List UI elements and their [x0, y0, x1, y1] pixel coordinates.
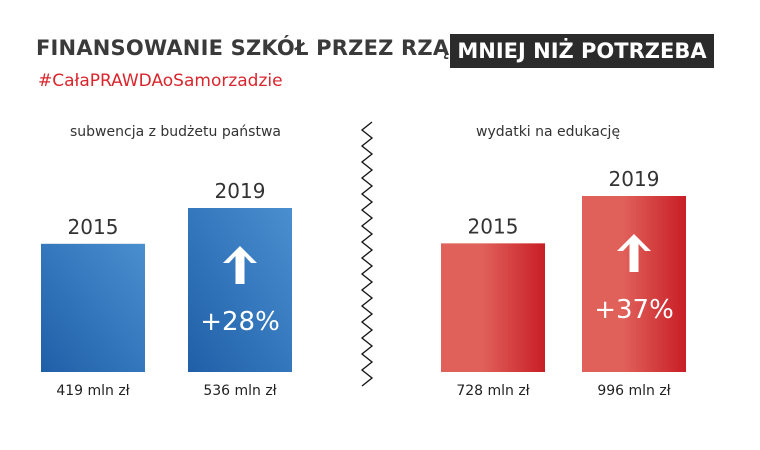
year-label: 2015 [68, 215, 119, 239]
page-title: FINANSOWANIE SZKÓŁ PRZEZ RZĄD [36, 36, 467, 60]
value-label: 996 mln zł [597, 383, 670, 399]
year-label: 2015 [468, 214, 519, 238]
bar-0-2019 [188, 208, 292, 372]
bar-0-2015 [41, 243, 145, 372]
panel-title-subsidy: subwencja z budżetu państwa [70, 124, 281, 140]
headline-badge: MNIEJ NIŻ POTRZEBA [450, 34, 714, 68]
year-label: 2019 [215, 179, 266, 203]
arrow-up-icon [617, 234, 651, 272]
bar-1-2015 [441, 243, 545, 372]
value-label: 419 mln zł [56, 383, 129, 399]
panel-title-spending: wydatki na edukację [476, 124, 621, 140]
value-label: 728 mln zł [456, 383, 529, 399]
hashtag-link[interactable]: #CałaPRAWDAoSamorzadzie [38, 71, 283, 91]
percent-change-label: +28% [200, 307, 280, 337]
zigzag-divider [360, 121, 374, 387]
value-label: 536 mln zł [203, 383, 276, 399]
arrow-up-icon [223, 246, 257, 284]
percent-change-label: +37% [594, 295, 674, 325]
bar-1-2019 [582, 196, 686, 372]
year-label: 2019 [609, 167, 660, 191]
